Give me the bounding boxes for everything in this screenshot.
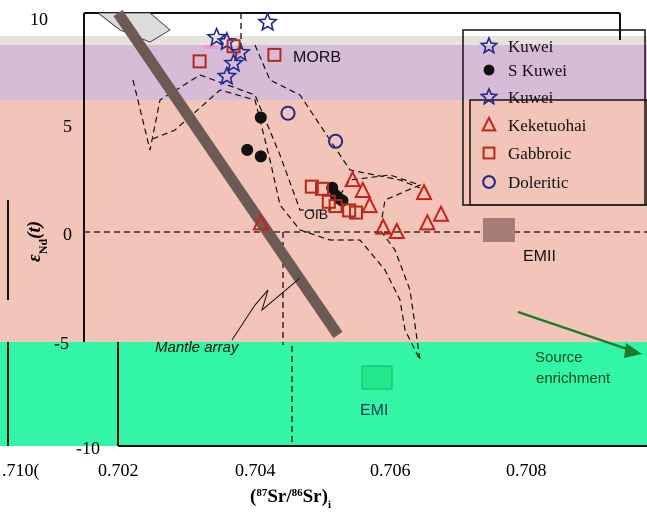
enrichment-label: enrichment [536, 370, 611, 387]
point-keketuohai-6 [415, 182, 433, 201]
point-gabbroic-6 [328, 199, 343, 214]
y-tick-5: 5 [63, 116, 72, 136]
y-label-main: ε [24, 254, 45, 262]
point-keketuohai-4 [374, 217, 392, 235]
legend-marker-2 [479, 86, 499, 106]
point-gabbroic-1 [226, 39, 241, 54]
y-tick-10: 10 [30, 9, 48, 29]
x-label-iso86: 86 [292, 487, 304, 499]
data-points [192, 11, 450, 239]
x-tick-0708: 0.708 [506, 460, 547, 480]
emii-box [483, 218, 515, 242]
light-strip-band [0, 36, 647, 45]
x-axis-label: (87Sr/86Sr)i [250, 486, 331, 511]
pink-band [0, 100, 647, 342]
y-tick-neg5: -5 [54, 333, 69, 353]
y-label-paren: (t) [24, 221, 45, 239]
legend-marker-1 [483, 64, 495, 76]
point-keketuohai-3 [360, 195, 379, 214]
x-label-sr2: Sr) [303, 486, 328, 507]
obscured-field-label: OIB [304, 206, 328, 222]
legend: Kuwei S Kuwei Kuwei Keketuohai Gabbroic Doler… [462, 29, 647, 206]
point-kuwei-0 [205, 26, 228, 47]
green-band [0, 342, 647, 446]
x-label-sr1: Sr/ [267, 486, 292, 507]
x-label-iso87: 87 [256, 487, 268, 499]
legend-label-5: Doleritic [508, 173, 569, 192]
y-tick-neg10: -10 [76, 438, 100, 458]
oib-field-outline [132, 74, 422, 361]
x-tick-0704: 0.704 [235, 460, 276, 480]
legend-marker-0 [479, 35, 499, 55]
purple-band [0, 45, 647, 100]
point-doleritic-0 [280, 105, 296, 121]
source-enrichment-arrow [517, 310, 642, 358]
top-strip-band [0, 0, 647, 41]
point-keketuohai-1 [343, 169, 362, 188]
legend-label-1: S Kuwei [508, 61, 567, 80]
point-keketuohai-5 [388, 221, 406, 239]
legend-frame-lower [469, 99, 647, 206]
legend-label-3: Keketuohai [508, 116, 587, 135]
point-s-kuwei-1 [241, 143, 254, 156]
source-label: Source [535, 349, 583, 366]
point-s-kuwei-2 [254, 150, 267, 163]
emii-label: EMII [523, 248, 556, 265]
legend-marker-3 [481, 115, 497, 132]
x-tick-0702: 0.702 [98, 460, 139, 480]
x-label-sub: i [328, 499, 331, 511]
emi-label: EMI [360, 402, 388, 419]
y-label-sub: Nd [36, 239, 50, 255]
axes-frame [7, 12, 647, 447]
point-gabbroic-3 [304, 179, 319, 194]
mantle-array-label: Mantle array [155, 339, 240, 356]
point-kuwei-3 [222, 52, 245, 73]
point-gabbroic-8 [349, 205, 363, 220]
legend-label-4: Gabbroic [508, 144, 572, 163]
point-kuwei-4 [216, 65, 238, 86]
point-keketuohai-2 [354, 180, 372, 198]
point-s-kuwei-0 [254, 111, 267, 124]
mantle-array-leader [231, 277, 301, 341]
mantle-array-band [113, 9, 343, 339]
legend-marker-5 [482, 175, 496, 189]
point-kuwei-2 [229, 41, 252, 62]
emi-box [361, 365, 393, 390]
x-tick-0706: 0.706 [370, 460, 411, 480]
point-kuwei-5 [256, 11, 279, 32]
y-axis-label: εNd(t) [24, 221, 50, 262]
point-gabbroic-0 [192, 54, 207, 69]
point-gabbroic-2 [267, 47, 282, 62]
magenta-blip [203, 45, 219, 49]
y-tick-0: 0 [63, 224, 72, 244]
legend-label-2: Kuwei [508, 88, 554, 107]
point-doleritic-1 [328, 133, 344, 149]
legend-label-0: Kuwei [508, 37, 554, 56]
point-keketuohai-7 [418, 213, 437, 231]
point-keketuohai-8 [432, 204, 450, 222]
point-keketuohai-0 [252, 213, 270, 231]
legend-marker-4 [482, 146, 496, 160]
x-tick-stray: .710( [2, 460, 40, 481]
morb-label: MORB [293, 49, 341, 66]
